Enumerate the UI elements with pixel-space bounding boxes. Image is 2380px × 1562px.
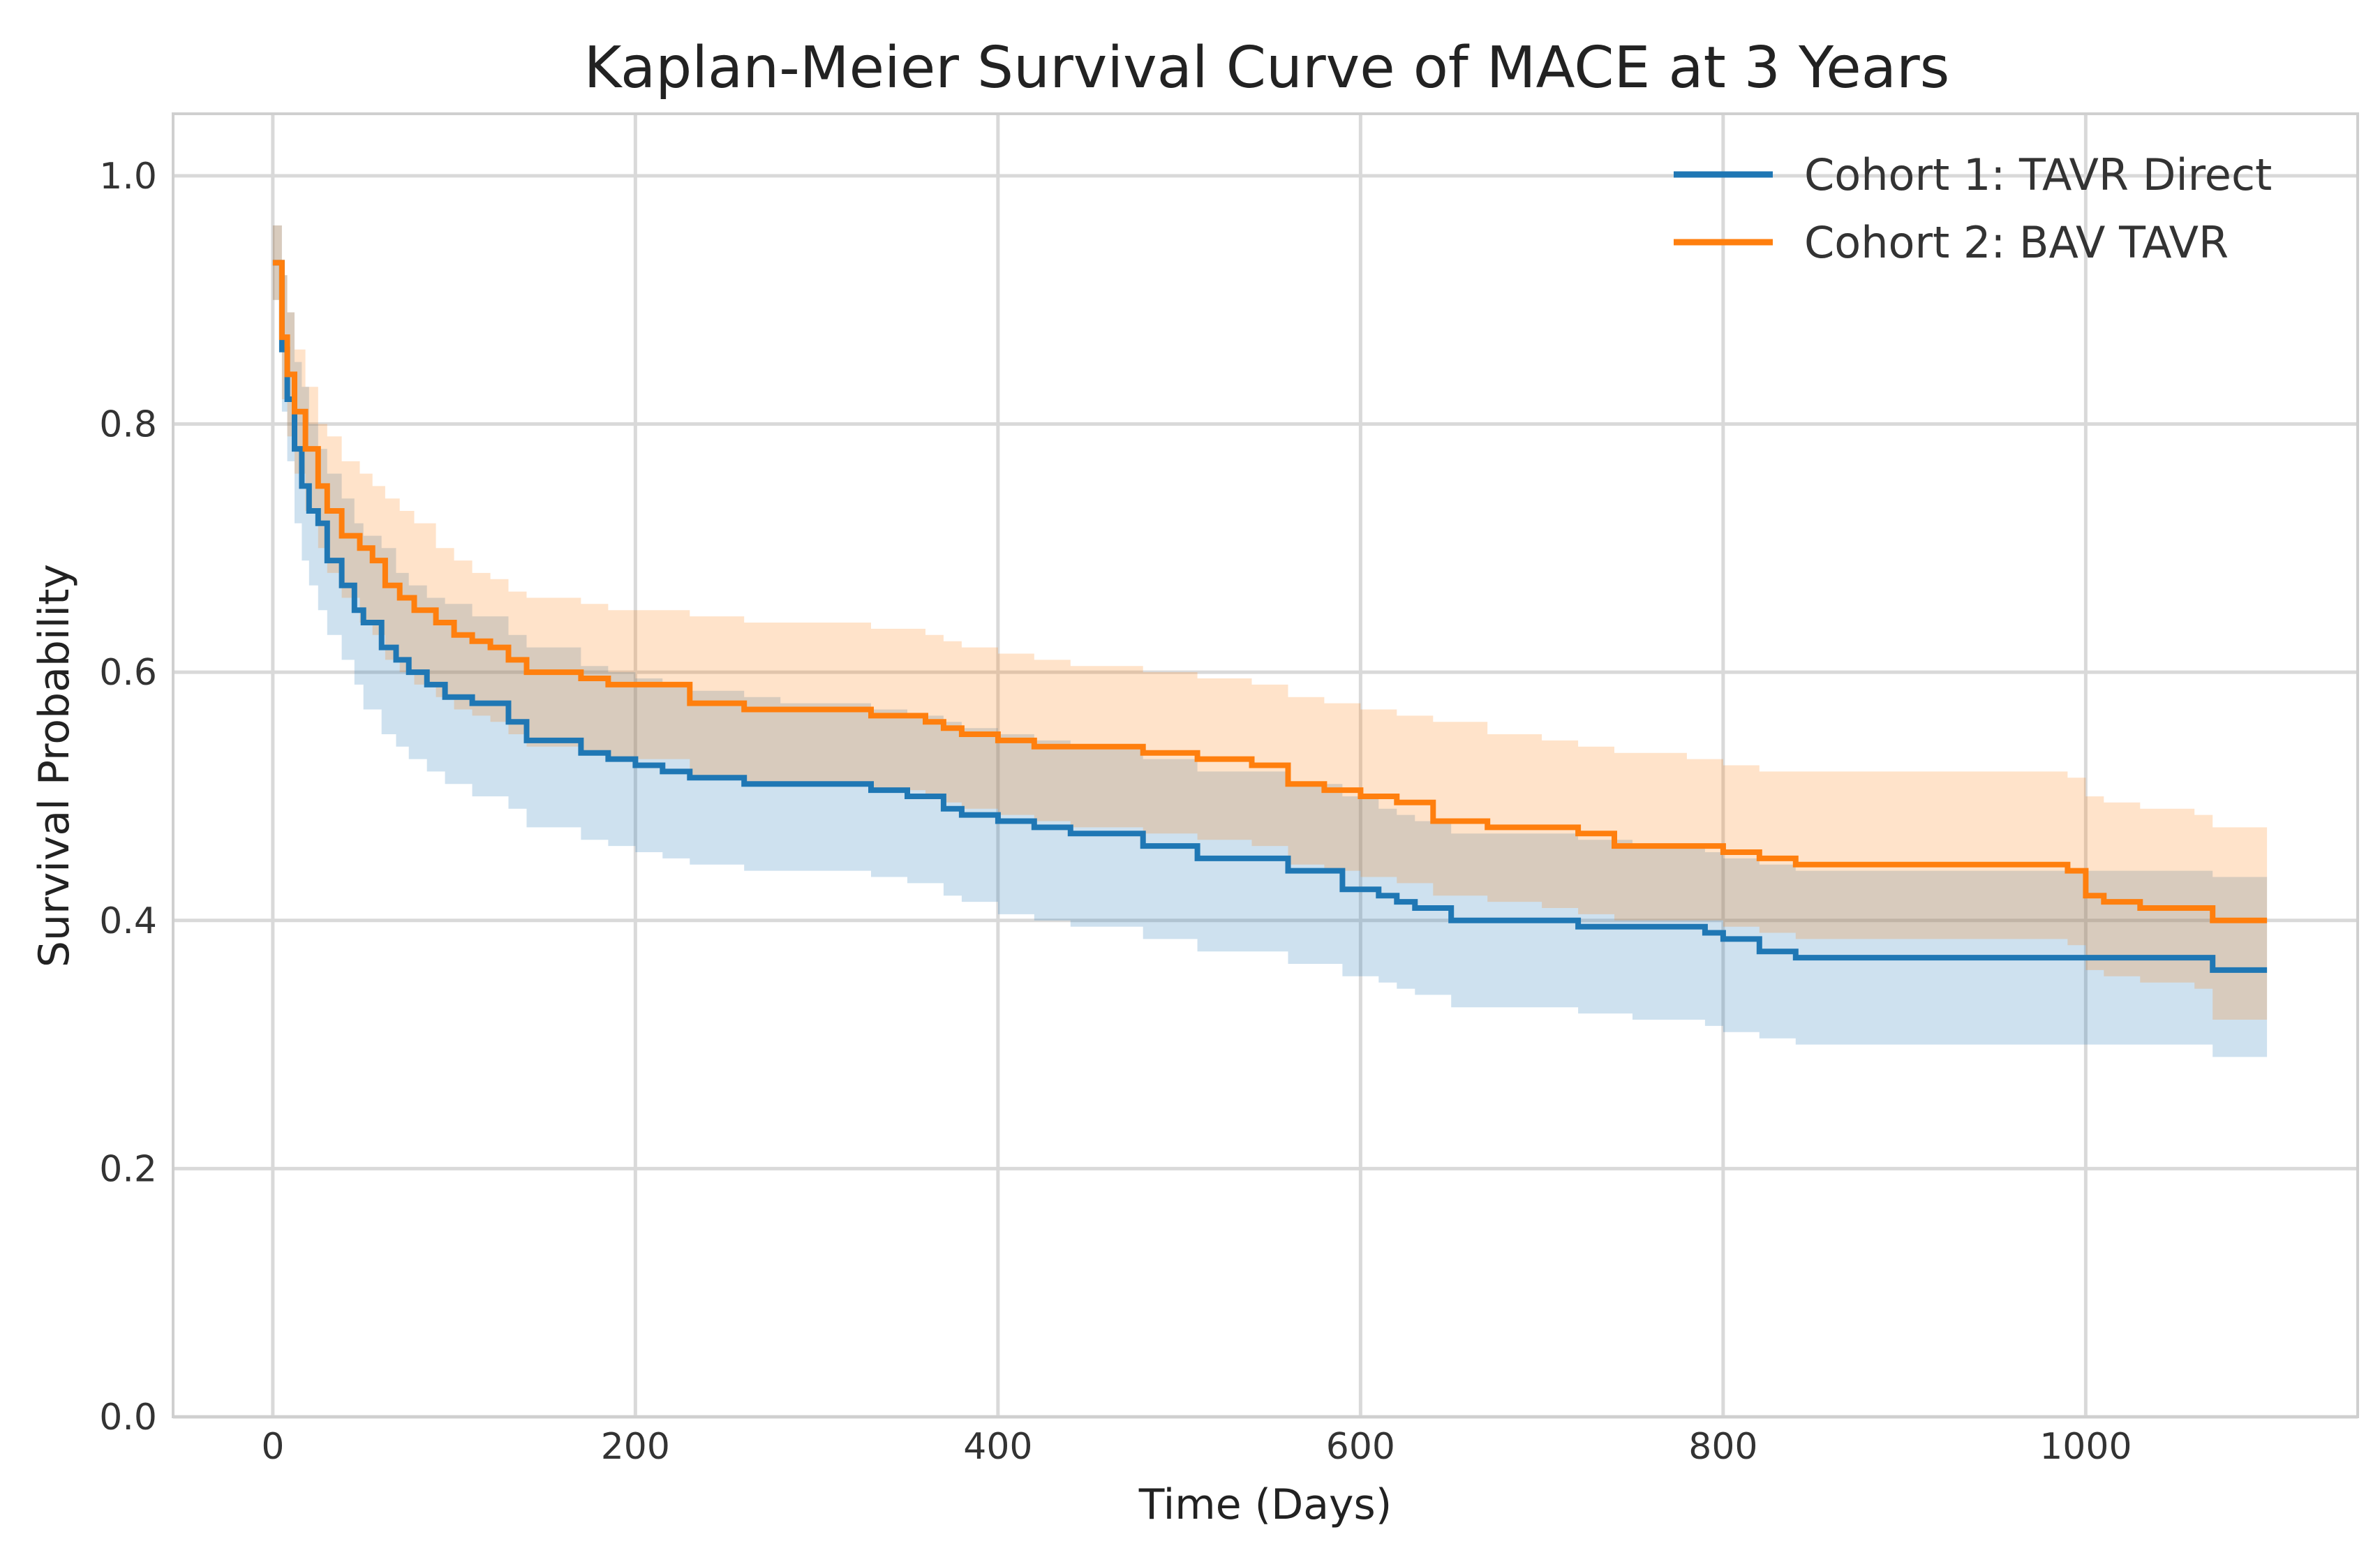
x-tick-label: 1000 xyxy=(2039,1426,2132,1468)
y-tick-label: 0.8 xyxy=(99,404,157,446)
y-tick-label: 0.4 xyxy=(99,900,157,942)
y-tick-label: 0.2 xyxy=(99,1148,157,1190)
survival-line-series-2 xyxy=(272,260,2268,923)
legend: Cohort 1: TAVR Direct Cohort 2: BAV TAVR xyxy=(1674,149,2272,268)
legend-label-series-1: Cohort 1: TAVR Direct xyxy=(1804,149,2272,200)
x-tick-label: 400 xyxy=(963,1426,1032,1468)
x-axis-ticks: 0 200 400 600 800 1000 xyxy=(261,1426,2132,1468)
x-axis-title: Time (Days) xyxy=(1138,1480,1392,1529)
survival-line-series-1 xyxy=(272,260,2268,973)
y-tick-label: 0.6 xyxy=(99,652,157,694)
y-tick-label: 0.0 xyxy=(99,1397,157,1438)
legend-label-series-2: Cohort 2: BAV TAVR xyxy=(1804,217,2229,268)
x-tick-label: 800 xyxy=(1688,1426,1757,1468)
ci-band-series-1 xyxy=(272,225,2268,1064)
plot-frame xyxy=(172,112,2359,1418)
x-tick-label: 200 xyxy=(601,1426,670,1468)
chart-title: Kaplan-Meier Survival Curve of MACE at 3… xyxy=(584,35,1950,101)
y-axis-title: Survival Probability xyxy=(30,564,79,967)
ci-band-series-2 xyxy=(272,225,2268,1020)
x-tick-label: 600 xyxy=(1326,1426,1395,1468)
survival-curves xyxy=(272,260,2268,973)
y-tick-label: 1.0 xyxy=(99,156,157,198)
confidence-bands xyxy=(272,225,2268,1064)
y-axis-ticks: 0.0 0.2 0.4 0.6 0.8 1.0 xyxy=(99,156,157,1438)
x-tick-label: 0 xyxy=(261,1426,284,1468)
